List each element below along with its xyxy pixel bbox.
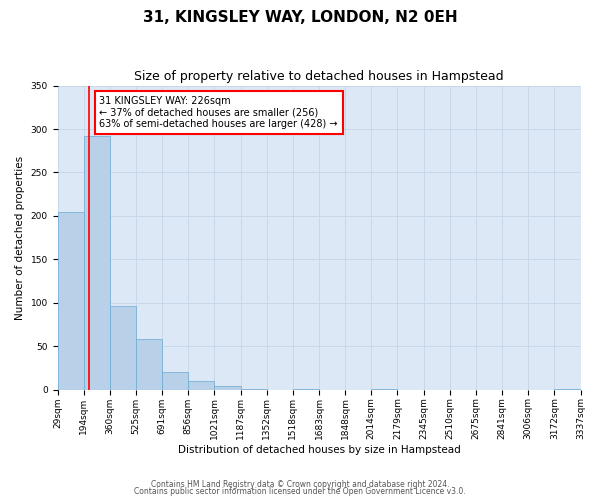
Text: Contains HM Land Registry data © Crown copyright and database right 2024.: Contains HM Land Registry data © Crown c… (151, 480, 449, 489)
Text: 31 KINGSLEY WAY: 226sqm
← 37% of detached houses are smaller (256)
63% of semi-d: 31 KINGSLEY WAY: 226sqm ← 37% of detache… (100, 96, 338, 129)
Text: Contains public sector information licensed under the Open Government Licence v3: Contains public sector information licen… (134, 487, 466, 496)
Bar (58, 212, 83, 390)
Bar (293, 389, 319, 390)
X-axis label: Distribution of detached houses by size in Hampstead: Distribution of detached houses by size … (178, 445, 460, 455)
Bar (214, 386, 241, 390)
Bar (162, 372, 188, 390)
Bar (110, 306, 136, 390)
Bar (188, 381, 214, 390)
Bar (554, 389, 581, 390)
Bar (371, 389, 397, 390)
Y-axis label: Number of detached properties: Number of detached properties (15, 156, 25, 320)
Bar (241, 389, 267, 390)
Text: 31, KINGSLEY WAY, LONDON, N2 0EH: 31, KINGSLEY WAY, LONDON, N2 0EH (143, 10, 457, 25)
Title: Size of property relative to detached houses in Hampstead: Size of property relative to detached ho… (134, 70, 504, 83)
Bar (83, 136, 110, 390)
Bar (136, 340, 162, 390)
